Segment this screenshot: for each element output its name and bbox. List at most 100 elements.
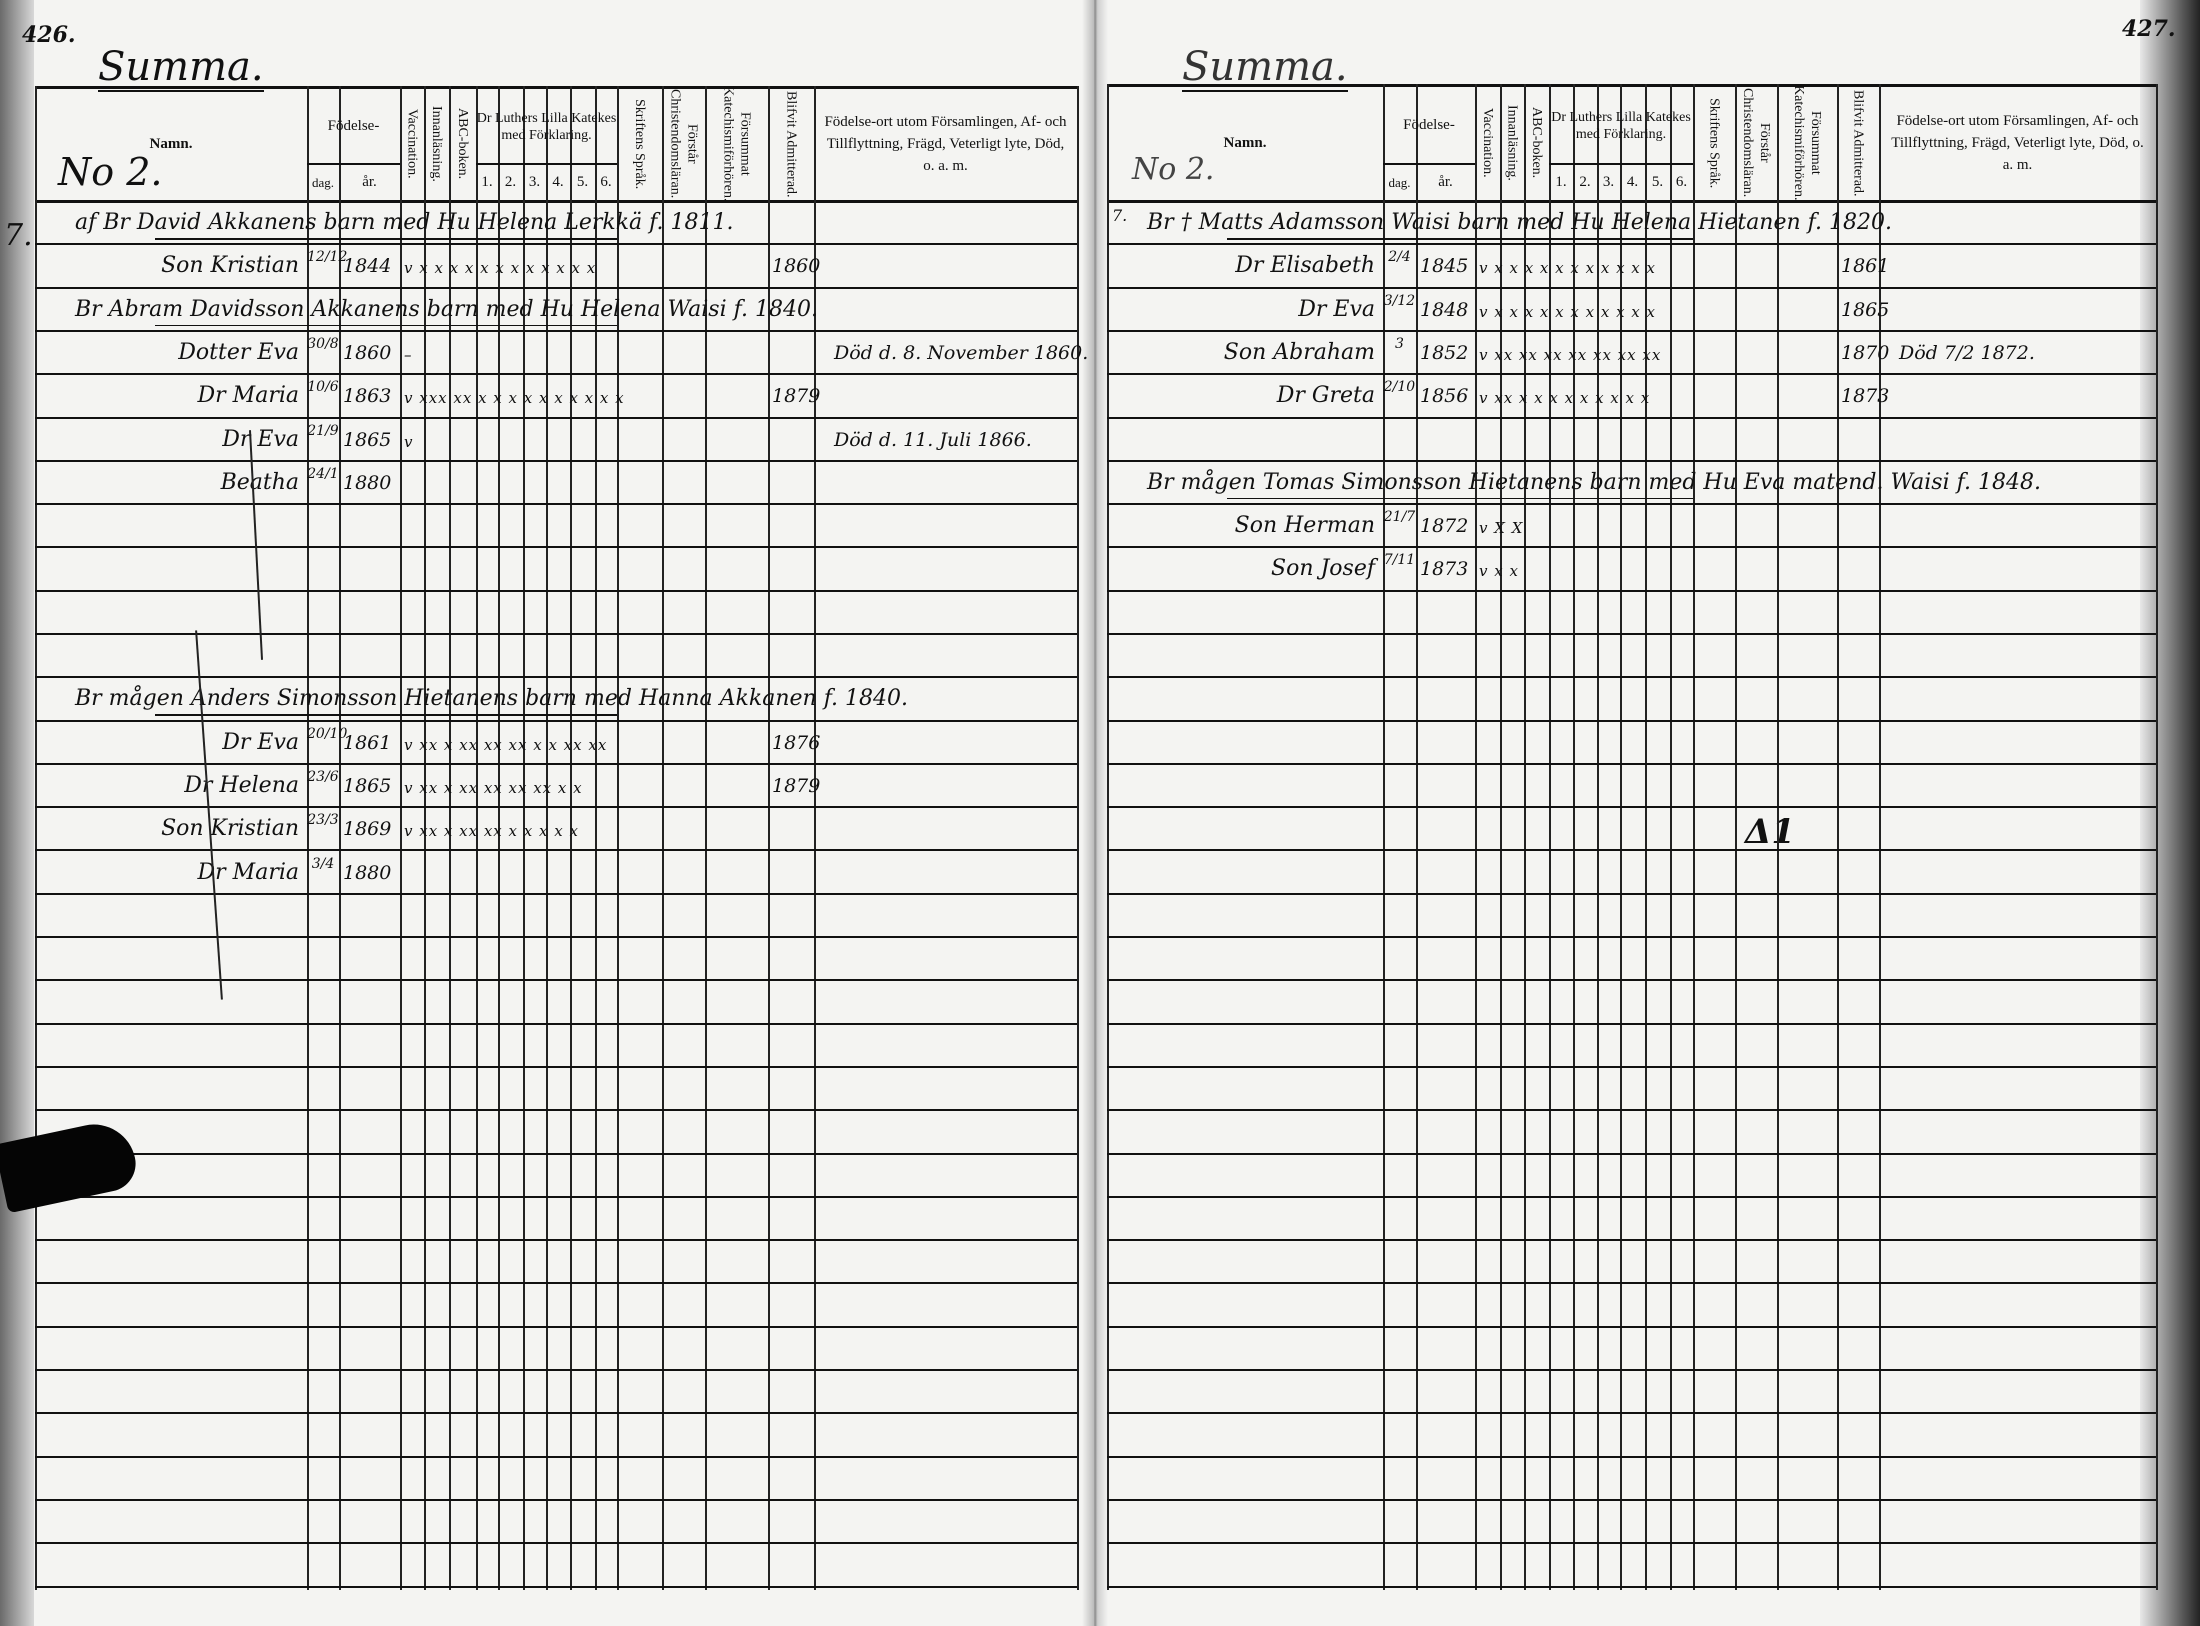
- column-rule: [705, 86, 707, 1590]
- person-name: Son Herman: [1234, 513, 1375, 539]
- row-rule: [1107, 590, 2156, 592]
- birth-year: 1848: [1420, 298, 1469, 321]
- birth-year: 1872: [1420, 515, 1469, 538]
- row-rule: [1107, 936, 2156, 938]
- birth-year: 1865: [343, 428, 392, 451]
- admitted-year: 1870: [1841, 341, 1890, 364]
- column-rule: [1416, 84, 1418, 1590]
- page-number: 426.: [22, 22, 76, 48]
- admitted-year: 1865: [1841, 298, 1890, 321]
- page-number: 427.: [2122, 16, 2176, 42]
- row-rule: [1107, 330, 2156, 332]
- row-rule: [1107, 1196, 2156, 1198]
- row-rule: [35, 1542, 1077, 1544]
- admitted-year: 1876: [772, 731, 821, 754]
- birth-day: 2/10: [1383, 379, 1416, 396]
- row-rule: [1107, 1412, 2156, 1414]
- household-underline: [155, 324, 617, 327]
- row-rule: [35, 1239, 1077, 1241]
- column-header-skriftens: Skriftens Språk.: [1706, 97, 1722, 189]
- examination-marks: v X X: [1479, 519, 1524, 538]
- remark-note: Död d. 11. Juli 1866.: [834, 428, 1032, 451]
- person-name: Dr Helena: [184, 772, 299, 798]
- person-name: Dotter Eva: [178, 339, 299, 365]
- examination-marks: v: [404, 432, 414, 451]
- column-rule: [1645, 84, 1647, 1590]
- header-bottom-rule: [35, 200, 1077, 203]
- column-rule: [1693, 84, 1695, 1590]
- birth-day: 12/12: [307, 249, 348, 266]
- row-rule: [35, 287, 1077, 289]
- household-underline: [155, 714, 617, 716]
- row-rule: [35, 590, 1077, 592]
- page-border-left: [35, 86, 37, 1590]
- row-rule: [1107, 633, 2156, 635]
- row-rule: [35, 1153, 1077, 1155]
- column-header-vaccination: Vaccination.: [404, 109, 420, 179]
- birth-year: 1856: [1420, 385, 1469, 408]
- row-rule: [1107, 763, 2156, 765]
- row-rule: [35, 373, 1077, 375]
- admitted-year: 1879: [772, 774, 821, 797]
- column-rule: [546, 86, 548, 1590]
- row-rule: [35, 1369, 1077, 1371]
- household-header-entry: Br Abram Davidsson Akkanens barn med Hu …: [75, 296, 818, 322]
- birth-day: 23/6: [307, 768, 339, 785]
- catechism-subheader-rule: [1549, 163, 1693, 165]
- column-rule: [1475, 84, 1477, 1590]
- birth-subheader-rule: [307, 163, 400, 165]
- header-bottom-rule: [1107, 200, 2156, 203]
- person-name: Son Josef: [1271, 556, 1375, 582]
- examination-marks: v xx x xx xx x x x x x: [404, 822, 579, 841]
- household-underline: [1227, 238, 1693, 240]
- birth-subheader-rule: [1383, 163, 1475, 165]
- column-header-fodelse: Födelse-: [327, 118, 380, 134]
- column-rule: [1383, 84, 1385, 1590]
- person-name: Dr Maria: [197, 859, 299, 885]
- household-underline: [1227, 497, 1693, 500]
- row-rule: [1107, 1066, 2156, 1068]
- row-rule: [35, 1586, 1077, 1588]
- column-rule: [617, 86, 619, 1590]
- column-header-katekes-part: 4.: [552, 173, 564, 190]
- row-rule: [35, 330, 1077, 332]
- household-header-entry: Br mågen Tomas Simonsson Hietanens barn …: [1147, 469, 2041, 495]
- column-rule: [1573, 84, 1575, 1590]
- row-rule: [1107, 373, 2156, 375]
- book-spine: [1082, 0, 1108, 1626]
- column-rule: [339, 86, 341, 1590]
- column-header-fodelseort: Födelse-ort utom Församlingen, Af- och T…: [824, 114, 1067, 174]
- header-top-rule: [1107, 84, 2156, 87]
- column-rule: [1879, 84, 1881, 1590]
- column-rule: [814, 86, 816, 1590]
- row-rule: [35, 460, 1077, 462]
- examination-marks: v xx x xx xx xx xx x x: [404, 778, 583, 797]
- page-edge-right: [2140, 0, 2200, 1626]
- admitted-year: 1873: [1841, 385, 1890, 408]
- row-rule: [35, 1023, 1077, 1025]
- page-edge-left: [0, 0, 34, 1626]
- row-rule: [35, 503, 1077, 505]
- row-rule: [35, 417, 1077, 419]
- summa-label: Summa.: [98, 44, 264, 92]
- column-rule: [498, 86, 500, 1590]
- row-rule: [1107, 460, 2156, 462]
- column-header-katekes-part: 3.: [528, 173, 541, 190]
- birth-day: 3: [1395, 335, 1404, 352]
- examination-marks: v x x x x x x x x x x x x: [404, 259, 597, 278]
- examination-marks: –: [404, 345, 413, 364]
- person-name: Son Abraham: [1223, 339, 1375, 365]
- person-name: Dr Eva: [1298, 296, 1375, 322]
- admitted-year: 1879: [772, 385, 821, 408]
- column-rule: [1837, 84, 1839, 1590]
- column-rule: [449, 86, 451, 1590]
- column-rule: [570, 86, 572, 1590]
- column-header-abc: ABC-boken.: [1529, 107, 1544, 179]
- household-header-entry: af Br David Akkanens barn med Hu Helena …: [75, 210, 734, 235]
- row-rule: [35, 849, 1077, 851]
- row-rule: [35, 1196, 1077, 1198]
- column-header-katekes-part: 2.: [504, 173, 517, 190]
- row-rule: [1107, 1369, 2156, 1371]
- column-rule: [307, 86, 309, 1590]
- row-rule: [1107, 893, 2156, 895]
